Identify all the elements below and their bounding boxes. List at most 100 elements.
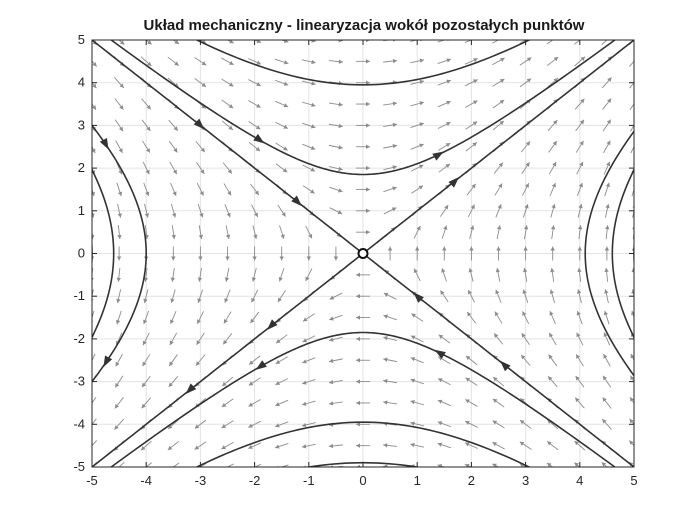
field-arrow-head bbox=[115, 361, 120, 367]
field-arrow-head bbox=[338, 145, 343, 150]
field-arrow bbox=[328, 401, 343, 406]
field-arrow-head bbox=[310, 145, 316, 150]
field-arrow bbox=[221, 99, 234, 109]
field-arrow-head bbox=[142, 340, 147, 346]
field-arrow bbox=[141, 119, 151, 132]
field-arrow bbox=[383, 122, 398, 128]
field-arrow-head bbox=[494, 311, 499, 317]
y-tick-label: -4 bbox=[73, 416, 85, 431]
field-arrow bbox=[118, 461, 125, 467]
field-arrow-head bbox=[465, 420, 470, 425]
field-arrow-head bbox=[496, 225, 502, 230]
x-tick-label: 1 bbox=[414, 473, 421, 488]
field-arrow bbox=[548, 140, 558, 153]
field-arrow-head bbox=[172, 213, 177, 218]
field-arrow bbox=[279, 225, 285, 239]
field-arrow bbox=[196, 162, 205, 175]
field-arrow bbox=[441, 268, 447, 282]
field-arrow-head bbox=[92, 213, 95, 218]
field-arrow bbox=[548, 354, 558, 367]
field-arrow-head bbox=[441, 268, 446, 273]
field-arrow-head bbox=[279, 256, 284, 261]
field-arrow-head bbox=[171, 256, 176, 261]
field-arrow bbox=[465, 142, 478, 152]
field-arrow bbox=[496, 246, 501, 261]
field-arrow bbox=[356, 165, 370, 171]
field-arrow bbox=[142, 332, 150, 346]
field-arrow-head bbox=[305, 276, 310, 282]
field-arrow bbox=[576, 161, 584, 175]
field-arrow-head bbox=[197, 298, 202, 303]
field-arrow-head bbox=[366, 80, 370, 85]
field-arrow-head bbox=[329, 295, 335, 300]
field-arrow-head bbox=[605, 225, 610, 230]
field-arrow-head bbox=[607, 77, 612, 82]
field-arrow-shaft bbox=[118, 461, 125, 467]
field-arrow-head bbox=[221, 424, 227, 429]
field-arrow bbox=[248, 79, 262, 87]
field-arrow-head bbox=[603, 332, 608, 338]
field-arrow-head bbox=[254, 190, 259, 196]
field-arrow-shaft bbox=[145, 462, 152, 467]
field-arrow-head bbox=[275, 359, 281, 364]
trajectory bbox=[109, 331, 617, 467]
field-arrow bbox=[356, 59, 370, 64]
field-arrow bbox=[577, 225, 583, 240]
field-arrow-head bbox=[253, 212, 258, 218]
field-arrow-head bbox=[604, 267, 609, 273]
field-arrow bbox=[522, 182, 530, 196]
field-arrow-head bbox=[116, 277, 121, 282]
field-arrow-head bbox=[366, 123, 370, 128]
field-arrow bbox=[328, 443, 343, 449]
field-arrow-head bbox=[356, 336, 360, 342]
field-arrow-head bbox=[283, 81, 289, 86]
field-arrow-head bbox=[392, 144, 397, 149]
field-arrow-head bbox=[328, 379, 334, 385]
field-arrow-head bbox=[117, 191, 123, 197]
field-arrow bbox=[467, 289, 475, 303]
field-arrow-head bbox=[310, 189, 315, 194]
field-arrow-head bbox=[631, 289, 634, 294]
y-tick-label: 3 bbox=[78, 117, 85, 132]
field-arrow-head bbox=[495, 267, 501, 273]
field-arrow bbox=[410, 335, 424, 343]
field-arrow-head bbox=[338, 40, 343, 43]
field-arrow bbox=[196, 311, 204, 325]
field-arrow bbox=[603, 353, 611, 367]
field-arrow bbox=[492, 398, 505, 408]
field-arrow-head bbox=[222, 381, 227, 387]
field-arrow bbox=[356, 315, 370, 320]
trajectory bbox=[584, 129, 634, 378]
field-arrow-head bbox=[520, 398, 525, 403]
field-arrow bbox=[116, 267, 121, 282]
field-arrow-head bbox=[523, 246, 528, 251]
field-arrow bbox=[170, 267, 176, 282]
trajectory-arrow bbox=[103, 355, 113, 368]
field-arrow-head bbox=[119, 40, 125, 45]
field-arrow-head bbox=[228, 125, 233, 130]
field-arrow bbox=[523, 246, 528, 261]
field-arrow-head bbox=[415, 246, 420, 251]
field-arrow bbox=[437, 79, 452, 86]
field-arrow-head bbox=[548, 376, 553, 381]
field-arrow-head bbox=[492, 463, 497, 467]
field-arrow bbox=[328, 144, 343, 150]
field-arrow bbox=[410, 400, 425, 406]
field-arrow bbox=[629, 418, 634, 426]
field-arrow bbox=[437, 121, 451, 129]
field-arrow bbox=[437, 378, 451, 386]
field-arrow-head bbox=[302, 317, 308, 322]
field-arrow-head bbox=[302, 422, 307, 428]
field-arrow-head bbox=[308, 233, 313, 239]
field-arrow bbox=[546, 56, 559, 67]
field-arrow-head bbox=[391, 207, 397, 212]
field-arrow bbox=[117, 225, 122, 240]
field-arrow-head bbox=[603, 375, 608, 381]
field-arrow-head bbox=[603, 354, 608, 359]
field-arrow-head bbox=[472, 121, 478, 126]
field-arrow-head bbox=[442, 246, 447, 251]
field-arrow bbox=[411, 185, 424, 194]
field-arrow bbox=[275, 100, 289, 108]
field-arrow bbox=[302, 185, 315, 194]
field-arrow bbox=[225, 225, 231, 240]
